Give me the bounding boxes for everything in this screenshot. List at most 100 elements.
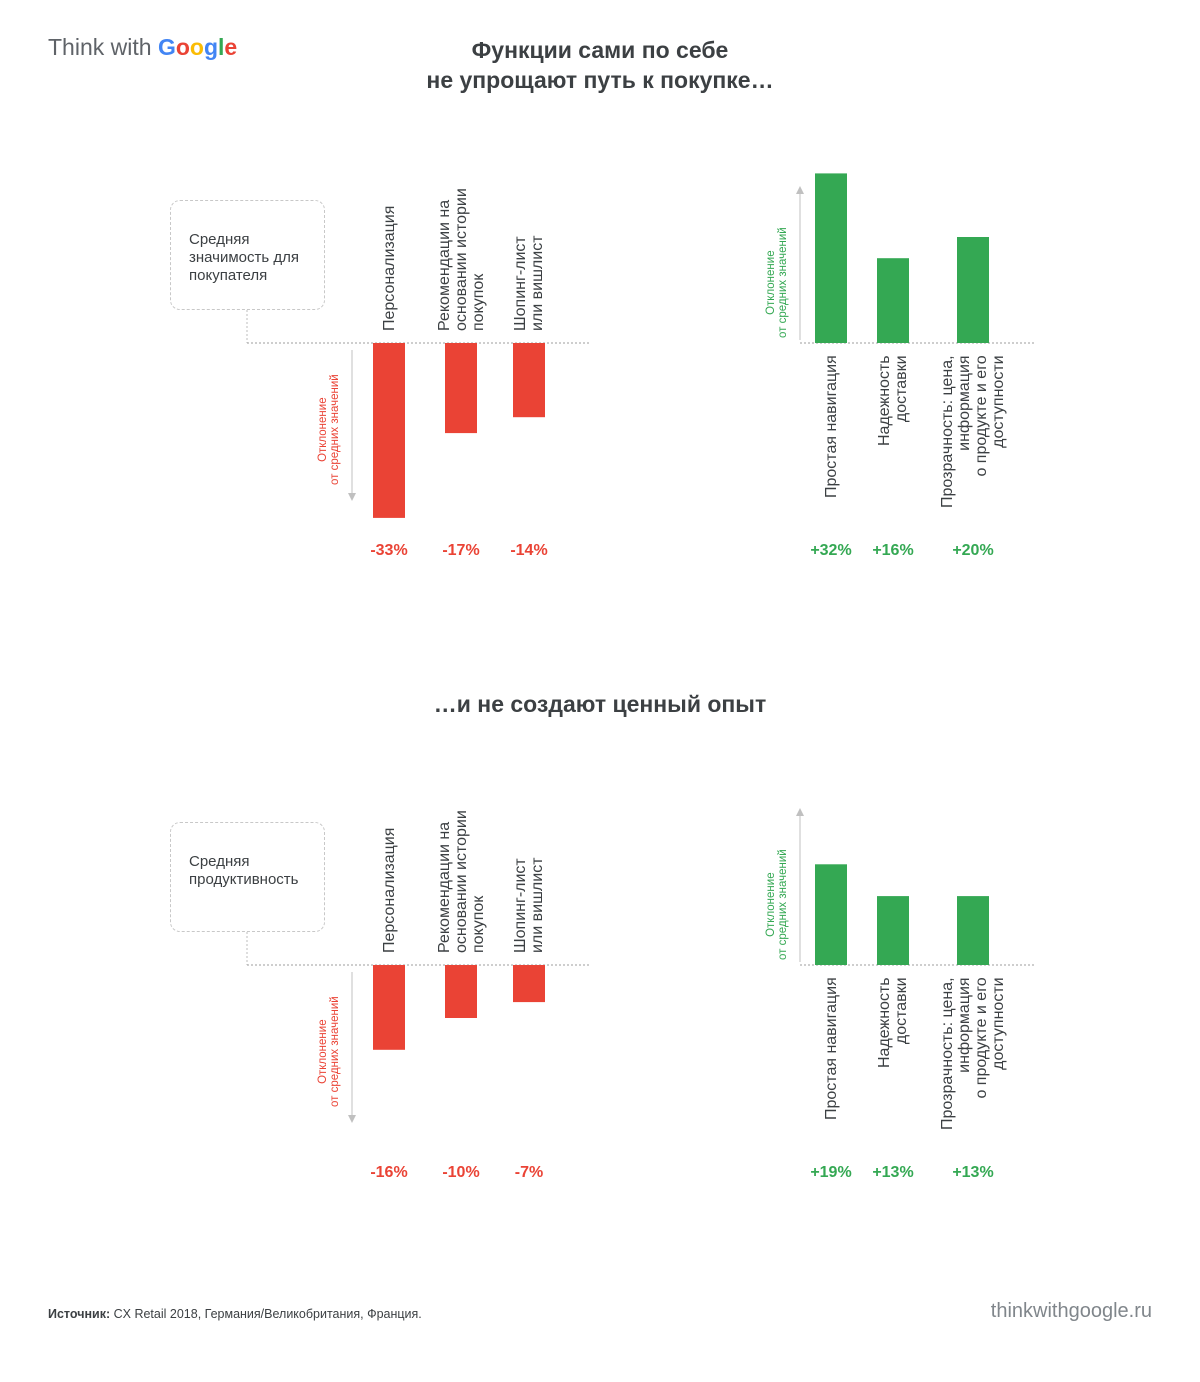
negative-axis-arrowhead — [348, 1115, 356, 1123]
category-label: Простая навигация — [823, 977, 840, 1120]
category-label-line: Шопинг-лист — [512, 858, 529, 953]
metric-label: Средняя значимость для покупателя — [189, 231, 300, 284]
negative-bar — [373, 343, 405, 518]
logo-letter: o — [189, 34, 204, 60]
category-label-line: Персонализация — [380, 205, 398, 331]
category-label-line: доступности — [990, 977, 1007, 1070]
category-label: Персонализация — [381, 206, 398, 331]
source-note: Источник: CX Retail 2018, Германия/Велик… — [48, 1307, 422, 1321]
category-label: Надежность доставки — [876, 977, 910, 1068]
section1-title-line2: не упрощают путь к покупке… — [426, 67, 774, 93]
chart-svg — [246, 173, 1036, 518]
category-label-line: информация — [956, 977, 973, 1073]
data-label: +19% — [810, 1164, 852, 1181]
chart-panel-importance: Средняя значимость для покупателя -33% Пе… — [0, 173, 1200, 760]
category-label: Рекомендации на основании истории покупок — [436, 810, 487, 953]
negative-bar — [445, 965, 477, 1018]
category-label: Прозрачность: цена, информация о продукте … — [939, 977, 1007, 1130]
category-label-line: доставки — [893, 977, 910, 1045]
category-label-line: или вишлист — [529, 235, 546, 331]
axis-title-line: от средних значений — [777, 849, 789, 960]
category-label: Шопинг-лист или вишлист — [512, 235, 546, 331]
logo-letter: l — [218, 34, 225, 60]
positive-axis-arrowhead — [796, 808, 804, 816]
category-label-line: Простая навигация — [822, 355, 840, 498]
category-label-line: покупок — [469, 895, 487, 953]
positive-bar — [877, 258, 909, 343]
axis-title: Отклонение от средних значений — [765, 849, 789, 960]
chart-panel-productivity: Средняя продуктивность -16% Персонализаци… — [0, 808, 1200, 1382]
data-label: +13% — [872, 1164, 914, 1181]
axis-title-line: от средних значений — [329, 996, 341, 1107]
site-url: thinkwithgoogle.ru — [990, 1300, 1152, 1322]
logo-letter: G — [157, 34, 176, 60]
negative-bar — [513, 343, 545, 418]
section1-title: Функции сами по себе не упрощают путь к … — [300, 35, 900, 95]
positive-bar — [815, 864, 847, 965]
data-label: -7% — [514, 1164, 544, 1181]
category-label-line: Надежность — [876, 355, 893, 446]
category-label-line: о продукте и его — [973, 355, 990, 477]
category-label-line: покупок — [469, 273, 487, 331]
logo-brand-word: Google — [158, 34, 237, 60]
data-label: -14% — [510, 542, 548, 559]
logo-prefix: Think with — [48, 34, 158, 60]
logo-letter: e — [224, 34, 238, 60]
axis-title: Отклонение от средних значений — [317, 374, 341, 485]
logo-letter: g — [203, 34, 219, 60]
positive-bar — [815, 173, 847, 343]
data-label: -33% — [370, 542, 408, 559]
positive-bar — [877, 896, 909, 965]
chart-svg — [246, 808, 1036, 1123]
axis-title-line: от средних значений — [777, 227, 789, 338]
data-label: +32% — [810, 542, 852, 559]
axis-title-line: от средних значений — [329, 374, 341, 485]
category-label-line: Рекомендации на — [435, 821, 453, 953]
category-label-line: о продукте и его — [973, 977, 990, 1099]
category-label-line: Прозрачность: цена, — [939, 977, 956, 1130]
category-label-line: Рекомендации на — [435, 199, 453, 331]
source-text: CX Retail 2018, Германия/Великобритания,… — [110, 1307, 422, 1321]
category-label: Надежность доставки — [876, 355, 910, 446]
category-label-line: Прозрачность: цена, — [939, 355, 956, 508]
negative-axis-arrowhead — [348, 493, 356, 501]
positive-bar — [957, 237, 989, 343]
category-label-line: доступности — [990, 355, 1007, 448]
category-label: Шопинг-лист или вишлист — [512, 857, 546, 953]
metric-label: Средняя продуктивность — [189, 853, 299, 888]
category-label: Простая навигация — [823, 355, 840, 498]
negative-bar — [445, 343, 477, 434]
positive-axis-arrowhead — [796, 186, 804, 194]
category-label: Прозрачность: цена, информация о продукте … — [939, 355, 1007, 508]
section2-title: …и не создают ценный опыт — [433, 691, 767, 717]
axis-title: Отклонение от средних значений — [317, 996, 341, 1107]
data-label: -10% — [442, 1164, 480, 1181]
axis-title-line: Отклонение — [317, 397, 329, 462]
category-label-line: информация — [956, 355, 973, 451]
data-label: -17% — [442, 542, 480, 559]
category-label-line: или вишлист — [529, 857, 546, 953]
data-label: +20% — [952, 542, 994, 559]
category-label-line: Персонализация — [380, 827, 398, 953]
negative-bar — [513, 965, 545, 1003]
logo-letter: o — [175, 34, 190, 60]
category-label-line: Надежность — [876, 977, 893, 1068]
category-label-line: основании истории — [452, 188, 470, 331]
think-with-google-logo: Think with Google — [48, 34, 237, 61]
category-label-line: основании истории — [452, 810, 470, 953]
source-label: Источник: — [48, 1307, 111, 1321]
category-label: Рекомендации на основании истории покупок — [436, 188, 487, 331]
category-label: Персонализация — [381, 828, 398, 953]
category-label-line: доставки — [893, 355, 910, 423]
section1-title-line1: Функции сами по себе — [471, 37, 729, 63]
data-label: +16% — [872, 542, 914, 559]
axis-title-line: Отклонение — [317, 1019, 329, 1084]
category-label-line: Шопинг-лист — [512, 236, 529, 331]
axis-title: Отклонение от средних значений — [765, 227, 789, 338]
positive-bar — [957, 896, 989, 965]
data-label: -16% — [370, 1164, 408, 1181]
negative-bar — [373, 965, 405, 1050]
axis-title-line: Отклонение — [765, 250, 777, 315]
metric-box: Средняя продуктивность — [170, 822, 325, 932]
category-label-line: Простая навигация — [822, 977, 840, 1120]
